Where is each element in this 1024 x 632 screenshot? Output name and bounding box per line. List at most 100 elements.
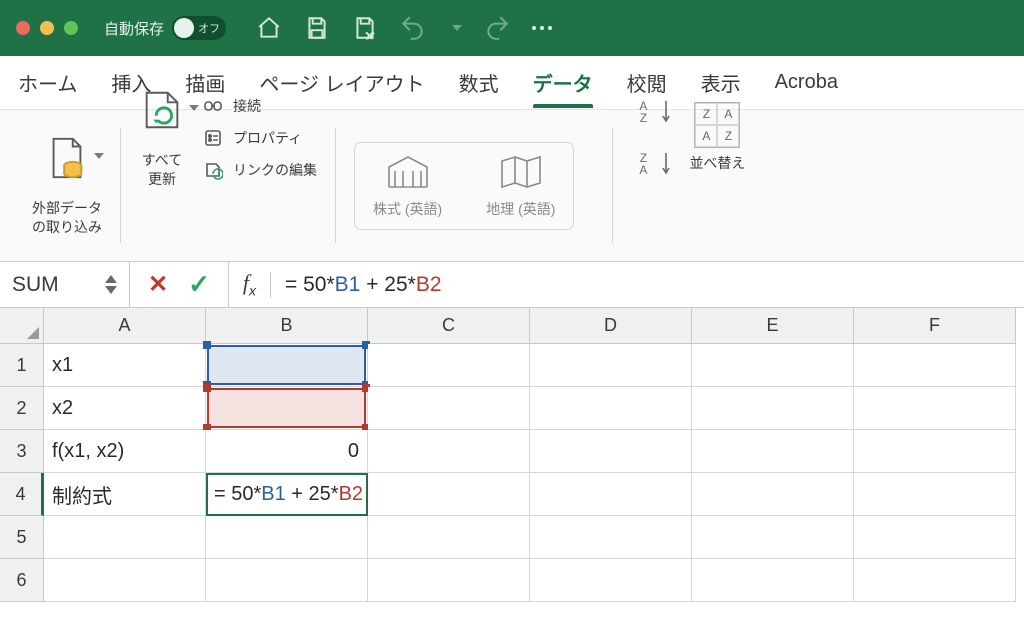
sort-desc-button[interactable]: ZA: [631, 144, 671, 184]
cell-f3[interactable]: [854, 430, 1016, 473]
save-as-icon[interactable]: [352, 15, 378, 41]
redo-icon[interactable]: [484, 15, 510, 41]
cell-b5[interactable]: [206, 516, 368, 559]
connections-button[interactable]: 接続: [203, 96, 317, 116]
ribbon: 外部データ の取り込み すべて 更新 接続 プロパティ リンクの編集: [0, 110, 1024, 262]
cell-c2[interactable]: [368, 387, 530, 430]
col-header-a[interactable]: A: [44, 308, 206, 344]
autosave-control[interactable]: 自動保存 オフ: [104, 16, 226, 40]
formula-confirm-button[interactable]: ✓: [188, 269, 210, 300]
arrow-down-icon: [661, 99, 671, 125]
refresh-all-button[interactable]: すべて 更新: [139, 87, 185, 189]
geography-button[interactable]: 地理 (英語): [486, 153, 555, 219]
row-header-1[interactable]: 1: [0, 344, 44, 387]
cell-a4[interactable]: 制約式: [44, 473, 206, 516]
autosave-state: オフ: [198, 20, 220, 36]
formula-text-mid: + 25*: [360, 273, 415, 296]
cell-a3[interactable]: f(x1, x2): [44, 430, 206, 473]
cell-e6[interactable]: [692, 559, 854, 602]
close-window-button[interactable]: [16, 21, 30, 35]
cell-c1[interactable]: [368, 344, 530, 387]
cell-a6[interactable]: [44, 559, 206, 602]
tab-formulas[interactable]: 数式: [459, 58, 499, 107]
stocks-button[interactable]: 株式 (英語): [373, 153, 442, 219]
cell-f1[interactable]: [854, 344, 1016, 387]
formula-text-prefix: = 50*: [285, 273, 335, 296]
cell-e3[interactable]: [692, 430, 854, 473]
undo-icon[interactable]: [400, 15, 426, 41]
external-data-label: 外部データ の取り込み: [32, 199, 102, 237]
save-icon[interactable]: [304, 15, 330, 41]
refresh-all-label: すべて 更新: [142, 151, 182, 189]
more-icon[interactable]: [532, 26, 552, 30]
autosave-toggle[interactable]: オフ: [172, 16, 226, 40]
col-header-c[interactable]: C: [368, 308, 530, 344]
group-external-data: 外部データ の取り込み: [14, 116, 120, 255]
fx-icon[interactable]: fx: [229, 270, 270, 298]
col-header-d[interactable]: D: [530, 308, 692, 344]
spreadsheet-grid[interactable]: A B C D E F 1 x1 2 x2: [0, 308, 1024, 602]
select-all-corner[interactable]: [0, 308, 44, 344]
name-box-stepper[interactable]: [105, 275, 117, 294]
cell-a1[interactable]: x1: [44, 344, 206, 387]
cell-d6[interactable]: [530, 559, 692, 602]
cell-c6[interactable]: [368, 559, 530, 602]
cell-f5[interactable]: [854, 516, 1016, 559]
cell-e4[interactable]: [692, 473, 854, 516]
cell-b6[interactable]: [206, 559, 368, 602]
formula-input[interactable]: = 50*B1 + 25*B2: [271, 273, 1024, 297]
titlebar: 自動保存 オフ: [0, 0, 1024, 56]
cell-d1[interactable]: [530, 344, 692, 387]
row-header-3[interactable]: 3: [0, 430, 44, 473]
col-header-b[interactable]: B: [206, 308, 368, 344]
tab-home[interactable]: ホーム: [18, 58, 77, 107]
cell-d3[interactable]: [530, 430, 692, 473]
external-data-button[interactable]: 外部データ の取り込み: [32, 135, 102, 237]
geography-label: 地理 (英語): [486, 199, 555, 219]
cell-c5[interactable]: [368, 516, 530, 559]
name-box[interactable]: SUM: [0, 262, 130, 307]
zoom-window-button[interactable]: [64, 21, 78, 35]
cell-e5[interactable]: [692, 516, 854, 559]
cell-c4[interactable]: [368, 473, 530, 516]
edit-links-button[interactable]: リンクの編集: [203, 160, 317, 180]
cell-a2[interactable]: x2: [44, 387, 206, 430]
col-header-e[interactable]: E: [692, 308, 854, 344]
cell-f6[interactable]: [854, 559, 1016, 602]
cell-f4[interactable]: [854, 473, 1016, 516]
cell-c3[interactable]: [368, 430, 530, 473]
row-header-4[interactable]: 4: [0, 473, 44, 516]
cell-d5[interactable]: [530, 516, 692, 559]
cell-e2[interactable]: [692, 387, 854, 430]
row-header-2[interactable]: 2: [0, 387, 44, 430]
cell-d2[interactable]: [530, 387, 692, 430]
undo-history-caret[interactable]: [452, 25, 462, 31]
stocks-icon: [383, 153, 433, 191]
cell-b1[interactable]: [206, 344, 368, 387]
cell-b2[interactable]: [206, 387, 368, 430]
cell-e1[interactable]: [692, 344, 854, 387]
map-icon: [496, 153, 546, 191]
tab-view[interactable]: 表示: [701, 58, 741, 107]
sort-dialog-button[interactable]: ZAAZ 並べ替え: [689, 102, 745, 173]
formula-cancel-button[interactable]: ✕: [148, 270, 168, 299]
properties-button[interactable]: プロパティ: [203, 128, 317, 148]
cell-d4[interactable]: [530, 473, 692, 516]
home-icon[interactable]: [256, 15, 282, 41]
col-header-f[interactable]: F: [854, 308, 1016, 344]
cell-b4[interactable]: = 50*B1 + 25*B2: [206, 473, 368, 516]
window-controls: [16, 21, 78, 35]
cell-a5[interactable]: [44, 516, 206, 559]
refresh-icon: [139, 87, 185, 133]
row-header-5[interactable]: 5: [0, 516, 44, 559]
row-header-6[interactable]: 6: [0, 559, 44, 602]
cell-f2[interactable]: [854, 387, 1016, 430]
tab-acrobat[interactable]: Acroba: [775, 61, 838, 104]
cell-b3[interactable]: 0: [206, 430, 368, 473]
tab-data[interactable]: データ: [533, 58, 593, 107]
formula-bar: SUM ✕ ✓ fx = 50*B1 + 25*B2: [0, 262, 1024, 308]
ref-highlight-b2: [207, 388, 366, 428]
refresh-all-caret: [189, 105, 199, 111]
minimize-window-button[interactable]: [40, 21, 54, 35]
sort-asc-button[interactable]: AZ: [631, 92, 671, 132]
